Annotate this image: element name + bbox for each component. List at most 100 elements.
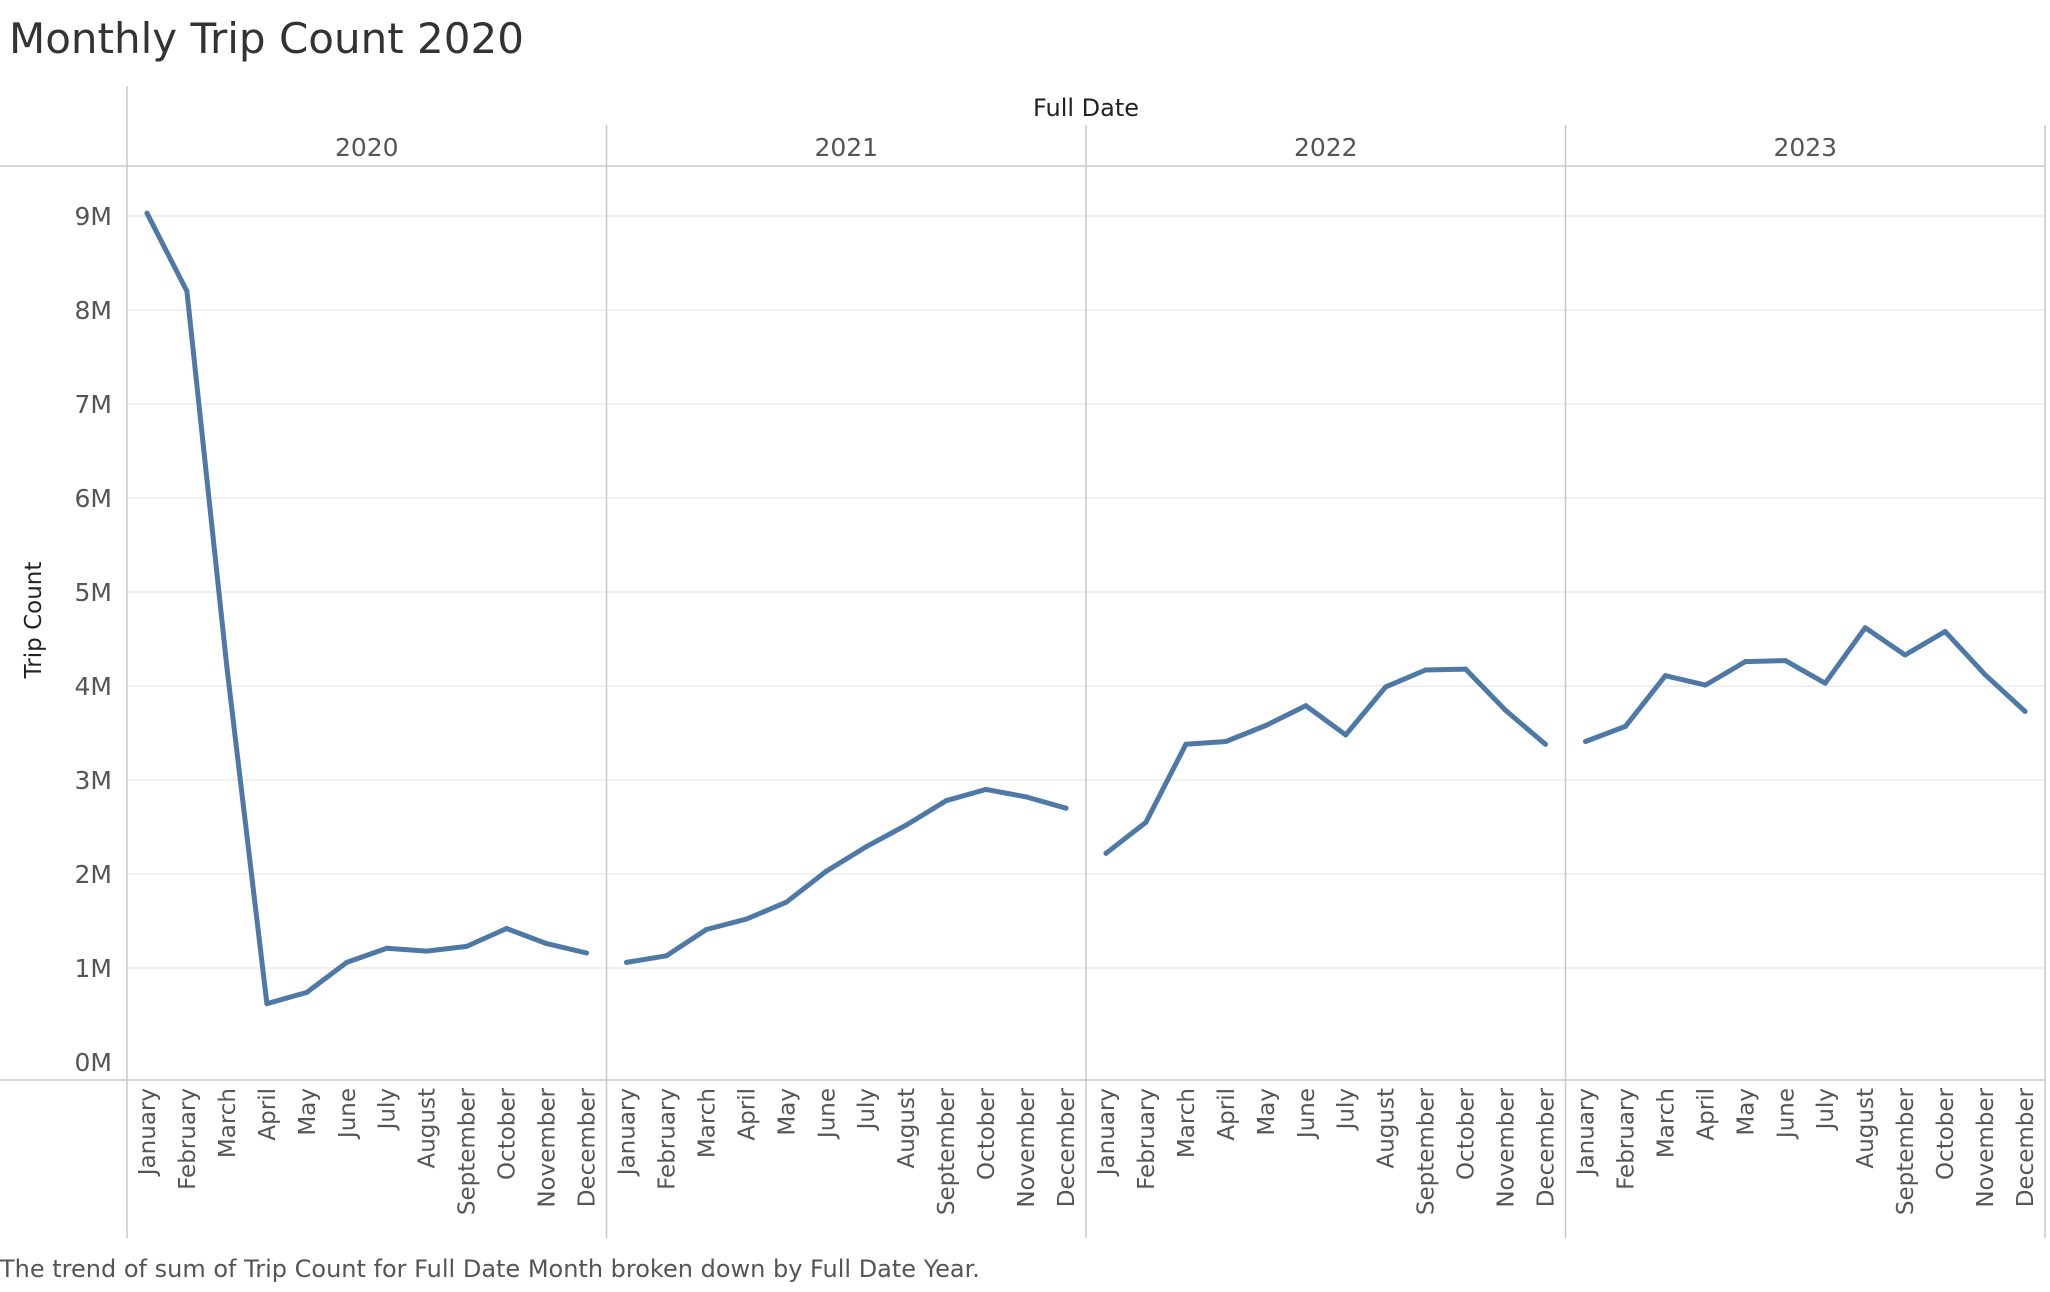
- month-label-2020-11: December: [575, 1087, 601, 1207]
- data-point-2022-6: [1343, 732, 1349, 738]
- data-point-2021-3: [743, 916, 749, 922]
- data-point-2022-0: [1103, 850, 1109, 856]
- data-point-2022-2: [1183, 741, 1189, 747]
- month-label-2020-3: April: [255, 1088, 281, 1141]
- panel-year-2021: 2021: [814, 133, 878, 162]
- month-label-2022-5: June: [1294, 1088, 1320, 1140]
- data-point-2022-10: [1503, 707, 1509, 713]
- series-line-2023: [1583, 625, 2028, 744]
- data-point-2020-6: [384, 945, 390, 951]
- data-point-2021-10: [1023, 794, 1029, 800]
- panel-year-2020: 2020: [335, 133, 399, 162]
- month-label-2021-5: June: [814, 1088, 840, 1140]
- data-point-2023-7: [1862, 625, 1868, 631]
- data-point-2023-9: [1942, 628, 1948, 634]
- data-point-2023-4: [1742, 659, 1748, 665]
- data-point-2022-11: [1543, 741, 1549, 747]
- data-point-2023-10: [1982, 672, 1988, 678]
- data-point-2023-8: [1902, 652, 1908, 658]
- data-point-2021-9: [983, 786, 989, 792]
- data-point-2022-9: [1463, 666, 1469, 672]
- month-label-2023-11: December: [2013, 1087, 2039, 1207]
- y-tick-label-1: 1M: [75, 954, 112, 983]
- month-label-2022-7: August: [1374, 1088, 1400, 1169]
- chart-title: Monthly Trip Count 2020: [9, 14, 524, 63]
- month-label-2020-9: October: [495, 1087, 521, 1180]
- data-point-2021-6: [863, 844, 869, 850]
- month-label-2021-3: April: [734, 1088, 760, 1141]
- month-label-2022-1: February: [1134, 1088, 1160, 1190]
- y-tick-label-7: 7M: [75, 390, 112, 419]
- data-point-2022-1: [1143, 819, 1149, 825]
- month-label-2022-4: May: [1254, 1088, 1280, 1136]
- data-point-2022-5: [1303, 703, 1309, 709]
- month-label-2020-2: March: [215, 1088, 241, 1158]
- data-point-2020-11: [584, 950, 590, 956]
- data-point-2021-2: [703, 926, 709, 932]
- data-point-2020-4: [304, 989, 310, 995]
- month-label-2022-11: December: [1534, 1087, 1560, 1207]
- month-label-2020-6: July: [375, 1088, 401, 1131]
- y-tick-label-5: 5M: [75, 578, 112, 607]
- month-label-2020-5: June: [335, 1088, 361, 1140]
- month-label-2021-10: November: [1014, 1087, 1040, 1207]
- month-label-2022-0: January: [1094, 1088, 1120, 1177]
- y-tick-label-3: 3M: [75, 766, 112, 795]
- data-point-2023-1: [1622, 723, 1628, 729]
- month-label-2021-0: January: [614, 1088, 640, 1177]
- month-label-2020-1: February: [175, 1088, 201, 1190]
- data-point-2020-5: [344, 959, 350, 965]
- panel-year-2022: 2022: [1294, 133, 1358, 162]
- month-label-2023-5: June: [1773, 1088, 1799, 1140]
- y-tick-label-8: 8M: [75, 296, 112, 325]
- data-point-2021-0: [623, 959, 629, 965]
- month-label-2023-4: May: [1733, 1088, 1759, 1136]
- month-label-2023-3: April: [1693, 1088, 1719, 1141]
- chart-caption: The trend of sum of Trip Count for Full …: [0, 1255, 980, 1283]
- month-label-2020-4: May: [295, 1088, 321, 1136]
- data-point-2021-1: [663, 953, 669, 959]
- data-point-2023-0: [1582, 738, 1588, 744]
- series-line-2020: [144, 210, 589, 1007]
- y-tick-label-9: 9M: [75, 202, 112, 231]
- month-label-2022-2: March: [1174, 1088, 1200, 1158]
- month-label-2021-4: May: [774, 1088, 800, 1136]
- month-label-2021-8: September: [934, 1087, 960, 1215]
- month-label-2022-6: July: [1334, 1088, 1360, 1131]
- y-tick-label-6: 6M: [75, 484, 112, 513]
- month-label-2023-1: February: [1613, 1088, 1639, 1190]
- data-point-2020-0: [144, 210, 150, 216]
- data-point-2020-3: [264, 1001, 270, 1007]
- data-point-2021-7: [903, 822, 909, 828]
- y-axis-title: Trip Count: [21, 562, 47, 680]
- month-label-2021-11: December: [1054, 1087, 1080, 1207]
- data-point-2023-5: [1782, 658, 1788, 664]
- month-label-2022-9: October: [1454, 1087, 1480, 1180]
- month-label-2023-10: November: [1973, 1087, 1999, 1207]
- data-point-2023-2: [1662, 673, 1668, 679]
- month-label-2021-6: July: [854, 1088, 880, 1131]
- month-label-2021-1: February: [654, 1088, 680, 1190]
- month-label-2023-6: July: [1813, 1088, 1839, 1131]
- data-point-2020-10: [544, 941, 550, 947]
- data-point-2020-8: [464, 943, 470, 949]
- data-point-2020-2: [224, 664, 230, 670]
- data-point-2021-11: [1063, 805, 1069, 811]
- month-label-2023-8: September: [1893, 1087, 1919, 1215]
- month-label-2020-7: August: [415, 1088, 441, 1169]
- series-line-2021: [624, 786, 1069, 965]
- month-label-2020-0: January: [135, 1088, 161, 1177]
- data-point-2021-8: [943, 798, 949, 804]
- month-label-2021-9: October: [974, 1087, 1000, 1180]
- data-point-2020-1: [184, 288, 190, 294]
- y-tick-label-2: 2M: [75, 860, 112, 889]
- data-point-2021-4: [783, 899, 789, 905]
- y-tick-label-4: 4M: [75, 672, 112, 701]
- data-point-2021-5: [823, 868, 829, 874]
- data-point-2023-6: [1822, 680, 1828, 686]
- month-label-2021-2: March: [694, 1088, 720, 1158]
- month-label-2023-9: October: [1933, 1087, 1959, 1180]
- y-tick-label-0: 0M: [75, 1048, 112, 1077]
- data-point-2022-7: [1383, 684, 1389, 690]
